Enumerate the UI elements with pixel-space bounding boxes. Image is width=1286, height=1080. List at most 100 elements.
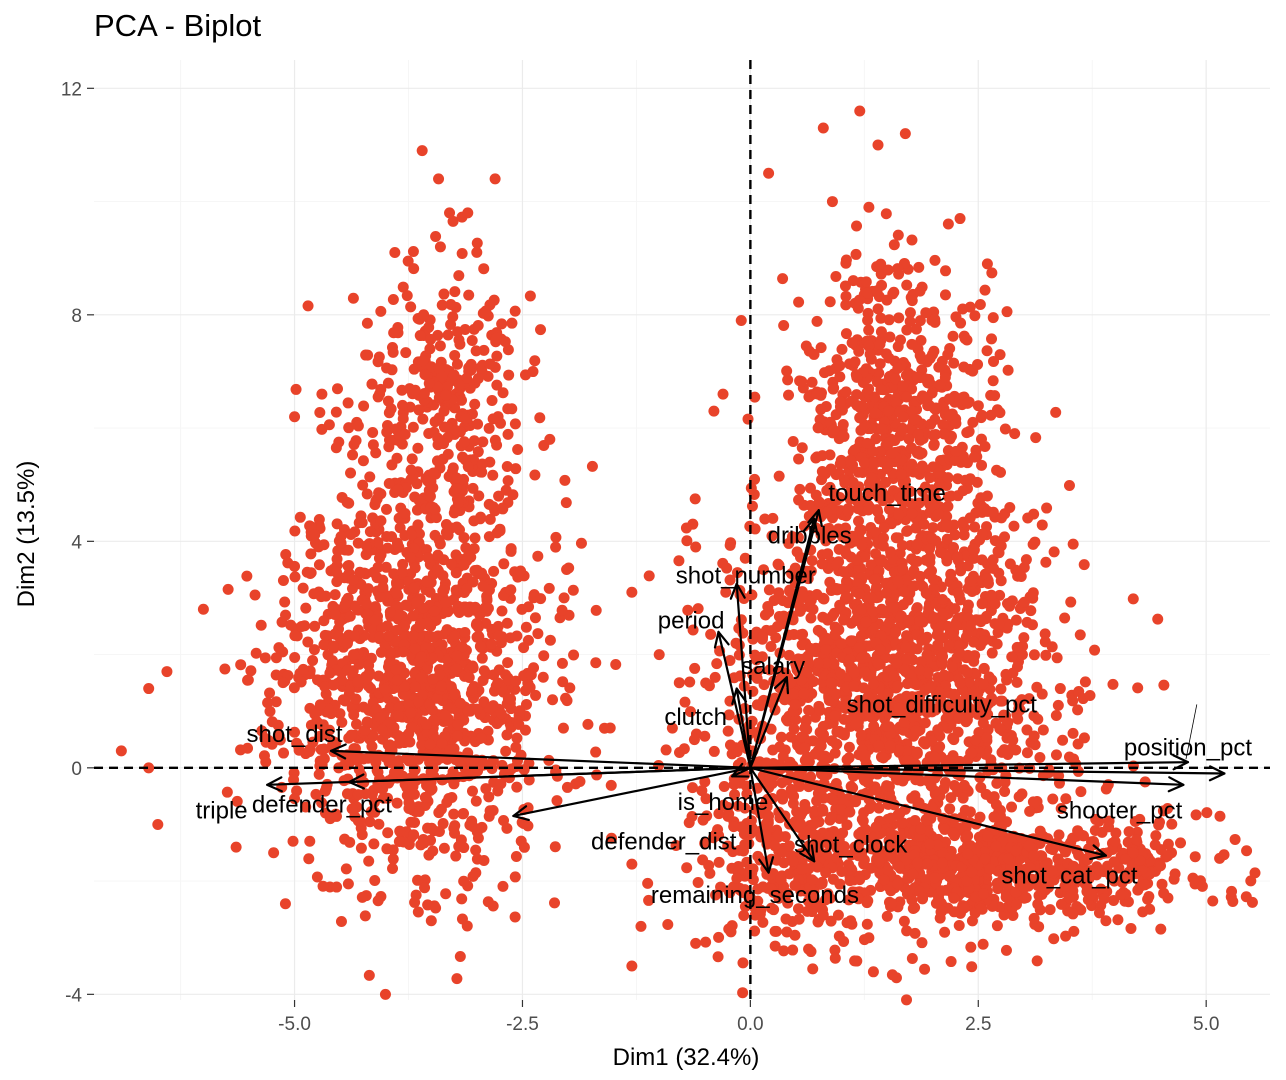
data-point <box>822 548 834 560</box>
data-point <box>887 288 899 300</box>
data-point <box>1001 306 1013 318</box>
data-point <box>344 684 356 696</box>
data-point <box>713 931 725 943</box>
data-point <box>875 326 887 338</box>
data-point <box>392 710 404 722</box>
data-point <box>433 173 445 185</box>
data-point <box>317 720 329 732</box>
data-point <box>432 381 444 393</box>
data-point <box>906 295 918 307</box>
data-point <box>1201 807 1213 819</box>
data-point <box>429 529 441 541</box>
data-point <box>386 341 398 353</box>
data-point <box>222 583 234 595</box>
data-point <box>438 288 450 300</box>
data-point <box>831 494 843 506</box>
data-point <box>912 428 924 440</box>
data-point <box>1002 364 1014 376</box>
data-point <box>897 817 909 829</box>
data-point <box>874 644 886 656</box>
data-point <box>811 588 823 600</box>
data-point <box>568 649 580 661</box>
data-point <box>881 910 893 922</box>
data-point <box>903 614 915 626</box>
data-point <box>456 893 468 905</box>
data-point <box>1057 734 1069 746</box>
data-point <box>302 636 314 648</box>
data-point <box>450 567 462 579</box>
data-point <box>789 699 801 711</box>
data-point <box>842 506 854 518</box>
data-point <box>1227 895 1239 907</box>
data-point <box>549 841 561 853</box>
data-point <box>884 436 896 448</box>
data-point <box>961 334 973 346</box>
data-point <box>290 383 302 395</box>
data-point <box>294 511 306 523</box>
data-point <box>808 348 820 360</box>
data-point <box>962 830 974 842</box>
data-point <box>349 600 361 612</box>
data-point <box>975 614 987 626</box>
data-point <box>834 396 846 408</box>
data-point <box>309 537 321 549</box>
data-point <box>1229 833 1241 845</box>
data-point <box>905 442 917 454</box>
data-point <box>1040 556 1052 568</box>
data-point <box>309 529 321 541</box>
data-point <box>356 891 368 903</box>
data-point <box>689 493 701 505</box>
data-point <box>469 601 481 613</box>
data-point <box>933 480 945 492</box>
data-point <box>547 694 559 706</box>
data-point <box>424 343 436 355</box>
data-point <box>897 563 909 575</box>
data-point <box>1015 571 1027 583</box>
data-point <box>908 414 920 426</box>
data-point <box>1027 587 1039 599</box>
data-point <box>945 956 957 968</box>
data-point <box>987 375 999 387</box>
data-point <box>775 731 787 743</box>
data-point <box>364 816 376 828</box>
data-point <box>480 783 492 795</box>
data-point <box>883 503 895 515</box>
data-point <box>559 474 571 486</box>
data-point <box>936 857 948 869</box>
data-point <box>440 526 452 538</box>
data-point <box>527 366 539 378</box>
data-point <box>1028 850 1040 862</box>
data-point <box>703 680 715 692</box>
data-point <box>827 383 839 395</box>
data-point <box>343 422 355 434</box>
data-point <box>836 866 848 878</box>
data-point <box>471 703 483 715</box>
data-point <box>1021 747 1033 759</box>
data-point <box>913 261 925 273</box>
data-point <box>412 519 424 531</box>
data-point <box>1175 837 1187 849</box>
data-point <box>509 418 521 430</box>
data-point <box>757 631 769 643</box>
data-point <box>456 913 468 925</box>
data-point <box>834 371 846 383</box>
data-point <box>896 425 908 437</box>
data-point <box>869 407 881 419</box>
data-point <box>883 405 895 417</box>
data-point <box>390 423 402 435</box>
data-point <box>961 666 973 678</box>
data-point <box>982 577 994 589</box>
data-point <box>877 752 889 764</box>
data-point <box>945 568 957 580</box>
data-point <box>356 829 368 841</box>
data-point <box>1155 860 1167 872</box>
data-point <box>448 822 460 834</box>
data-point <box>901 654 913 666</box>
data-point <box>560 692 572 704</box>
data-point <box>940 265 952 277</box>
data-point <box>471 237 483 249</box>
data-point <box>368 838 380 850</box>
data-point <box>981 345 993 357</box>
data-point <box>977 678 989 690</box>
data-point <box>1189 851 1201 863</box>
